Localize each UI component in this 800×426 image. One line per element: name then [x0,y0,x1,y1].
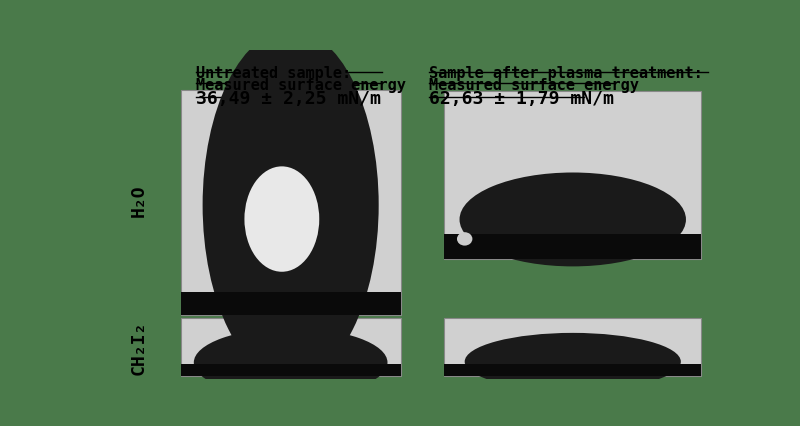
Text: Measured surface energy: Measured surface energy [429,78,638,92]
FancyBboxPatch shape [444,234,702,259]
Text: H₂O: H₂O [130,184,147,217]
FancyBboxPatch shape [181,90,401,315]
FancyBboxPatch shape [444,364,702,376]
FancyBboxPatch shape [181,364,401,376]
Ellipse shape [457,233,473,246]
Ellipse shape [465,333,681,391]
Ellipse shape [194,328,387,397]
FancyBboxPatch shape [444,92,702,259]
Ellipse shape [459,173,686,267]
FancyBboxPatch shape [181,319,401,376]
Text: Untreated sample:: Untreated sample: [196,66,351,81]
Text: Measured surface energy: Measured surface energy [196,78,406,92]
Text: 36,49 ± 2,25 mN/m: 36,49 ± 2,25 mN/m [196,90,381,108]
FancyBboxPatch shape [181,293,401,315]
Text: CH₂I₂: CH₂I₂ [130,320,147,374]
FancyBboxPatch shape [444,319,702,376]
Ellipse shape [245,167,319,272]
Ellipse shape [202,30,378,381]
Text: Sample after plasma treatment:: Sample after plasma treatment: [429,66,702,81]
Text: 62,63 ± 1,79 mN/m: 62,63 ± 1,79 mN/m [429,90,614,108]
